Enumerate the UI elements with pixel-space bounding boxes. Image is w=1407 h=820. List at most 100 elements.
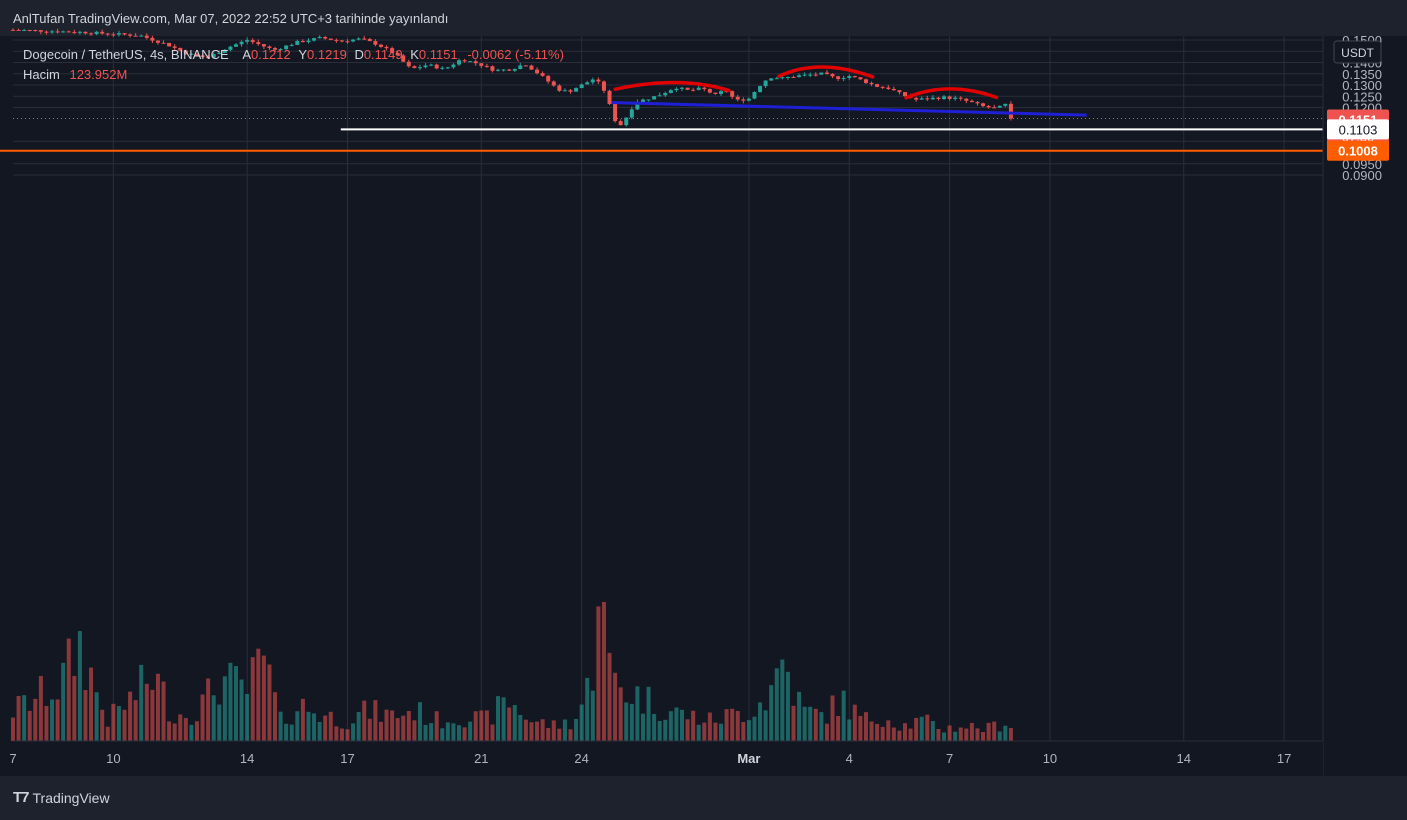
candle-body	[206, 57, 211, 59]
candle-body	[691, 89, 696, 91]
candle-body	[289, 44, 294, 46]
candle-body	[440, 67, 445, 69]
volume-bar	[797, 691, 802, 741]
candle-body	[914, 97, 919, 100]
candle-body	[668, 90, 673, 94]
volume-bar	[211, 695, 216, 741]
volume-bar	[406, 710, 411, 741]
volume-bar	[284, 723, 289, 741]
volume-bar	[479, 710, 484, 741]
volume-bar	[206, 678, 211, 741]
time-tick-label: 17	[340, 751, 354, 766]
candle-body	[981, 103, 986, 107]
candle-body	[607, 90, 612, 104]
volume-bar	[830, 695, 835, 741]
volume-bar	[735, 710, 740, 741]
volume-bar	[763, 710, 768, 741]
volume-bar	[423, 724, 428, 741]
candle-body	[44, 31, 49, 33]
volume-bar	[702, 722, 707, 741]
candle-body	[752, 92, 757, 99]
volume-label[interactable]: Hacim	[23, 67, 60, 82]
candle-body	[685, 87, 690, 90]
candle-body	[356, 38, 361, 40]
candle-body	[674, 88, 679, 91]
brand-name: TradingView	[32, 789, 110, 806]
candle-body	[947, 96, 952, 99]
candle-body	[535, 69, 540, 74]
drawings[interactable]	[611, 65, 1087, 117]
volume-bar	[105, 726, 110, 741]
volume-bar	[975, 728, 980, 741]
right-shoulder-arc	[904, 87, 999, 100]
candle-body	[306, 40, 311, 43]
candle-body	[769, 78, 774, 81]
candle-body	[228, 46, 233, 50]
volume-bars	[11, 601, 1013, 741]
horizontal-lines[interactable]	[0, 128, 1323, 152]
volume-bar	[629, 703, 634, 741]
volume-bar	[300, 698, 305, 741]
volume-bar	[724, 709, 729, 741]
published-info: AnlTufan TradingView.com, Mar 07, 2022 2…	[13, 11, 449, 26]
volume-bar	[824, 723, 829, 741]
volume-bar	[94, 692, 99, 741]
candle-body	[869, 82, 874, 85]
volume-bar	[646, 686, 651, 741]
volume-bar	[27, 710, 32, 741]
volume-value: 123.952M	[69, 67, 128, 82]
volume-bar	[746, 720, 751, 741]
candle-body	[94, 31, 99, 34]
candle-body	[663, 93, 668, 96]
candle-body	[378, 44, 383, 47]
candle-body	[758, 86, 763, 93]
volume-bar	[791, 705, 796, 741]
volume-bar	[44, 705, 49, 741]
volume-bar	[518, 714, 523, 741]
symbol-title[interactable]: Dogecoin / TetherUS, 4s, BINANCE	[23, 47, 229, 62]
candle-body	[847, 76, 852, 78]
candle-body	[518, 65, 523, 70]
candle-body	[66, 31, 71, 33]
candle-body	[992, 107, 997, 109]
volume-bar	[930, 720, 935, 741]
volume-bar	[730, 708, 735, 741]
volume-bar	[200, 694, 205, 741]
candle-body	[953, 97, 958, 99]
candle-body	[880, 86, 885, 88]
volume-bar	[234, 666, 238, 741]
volume-bar	[440, 728, 445, 741]
volume-bar	[417, 702, 422, 741]
candle-body	[501, 69, 506, 71]
volume-bar	[897, 730, 902, 741]
tradingview-logo[interactable]: T7 TradingView	[13, 789, 110, 806]
volume-bar	[969, 722, 974, 741]
candle-body	[317, 36, 322, 39]
volume-bar	[278, 711, 283, 741]
volume-bar	[367, 718, 372, 741]
candles	[11, 28, 1013, 127]
volume-bar	[172, 723, 177, 741]
time-axis[interactable]: 7 10 14 17 21 24 Mar 4 7 10 14 17	[9, 740, 1323, 775]
volume-bar	[908, 728, 913, 741]
volume-bar	[507, 707, 512, 741]
candle-body	[38, 30, 43, 32]
candle-body	[512, 69, 517, 71]
volume-bar	[964, 728, 969, 741]
candle-body	[11, 29, 15, 31]
volume-bar	[875, 723, 880, 741]
volume-bar	[133, 700, 138, 741]
volume-row: Hacim 123.952M	[23, 65, 564, 85]
volume-bar	[752, 716, 757, 741]
time-tick-label: 14	[1177, 751, 1191, 766]
candle-body	[122, 33, 127, 35]
volume-bar	[808, 706, 813, 741]
candle-body	[189, 53, 194, 55]
candle-body	[295, 41, 300, 45]
publish-header: AnlTufan TradingView.com, Mar 07, 2022 2…	[0, 0, 1407, 36]
volume-bar	[579, 704, 584, 741]
volume-bar	[847, 719, 852, 741]
candle-body	[267, 46, 272, 49]
